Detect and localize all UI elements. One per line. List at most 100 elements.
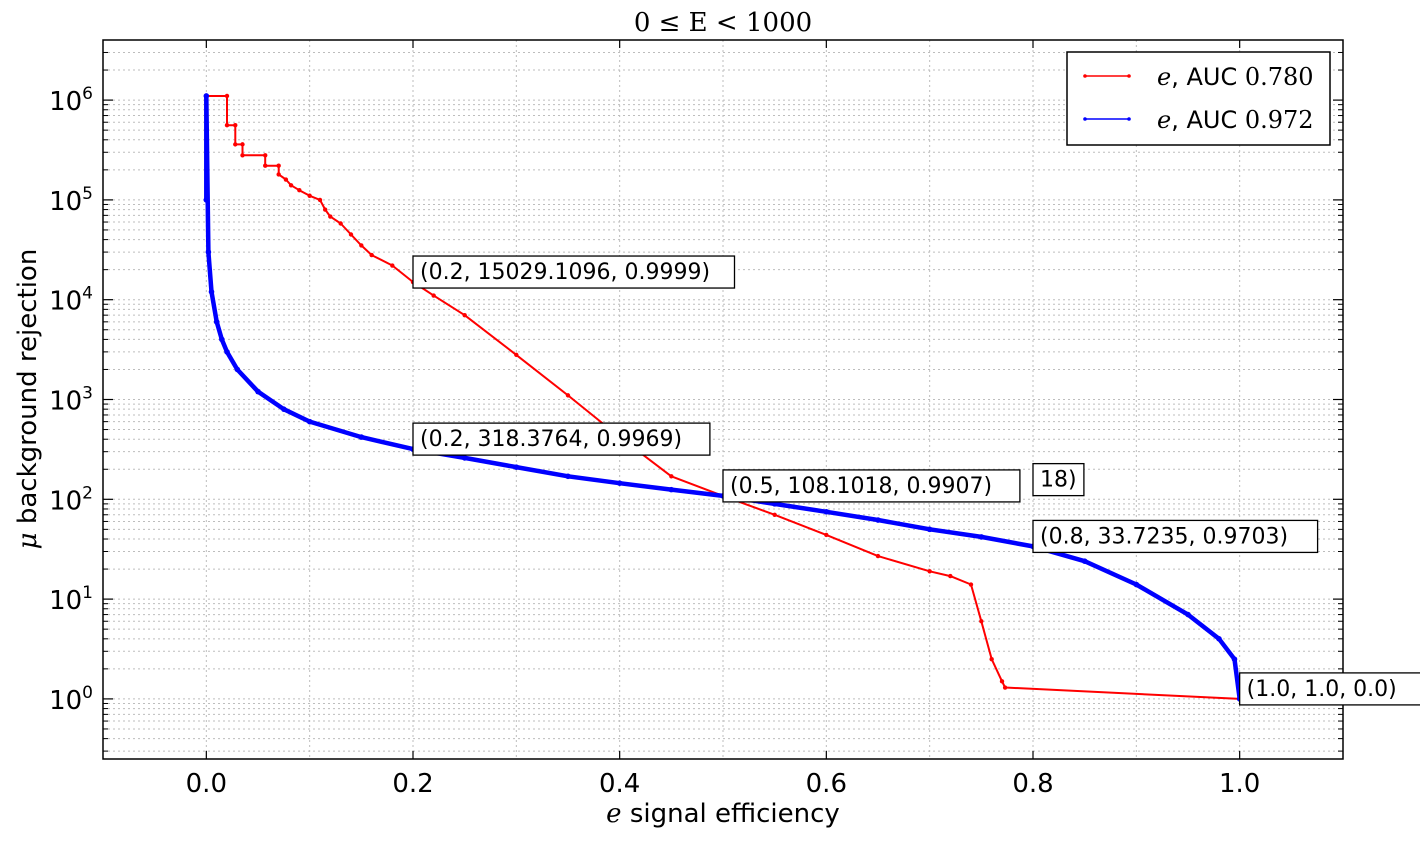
annotation-4-box	[1032, 519, 1319, 554]
y-tick-label-exp: 2	[82, 483, 93, 503]
x-axis-label-text: signal efficiency	[622, 799, 840, 829]
series-2-point	[513, 464, 520, 470]
series-2-point	[219, 336, 225, 343]
y-tick-label-exp: 4	[82, 284, 93, 304]
legend-label-series-1: e, AUC 0.780	[1157, 63, 1314, 91]
series-2-point	[1231, 656, 1238, 662]
y-tick-label-base: 10	[49, 387, 82, 417]
x-tick-label: 0.8	[1012, 769, 1053, 799]
x-tick-label: 0.2	[392, 769, 433, 799]
series-1-point	[989, 656, 994, 662]
y-axis-label-text: background rejection	[13, 249, 43, 533]
series-1-point	[297, 188, 302, 193]
y-tick-label: 101	[49, 583, 93, 616]
y-tick-label-base: 10	[49, 287, 82, 317]
series-1-point	[224, 123, 230, 128]
legend-label-series-2-text: , AUC	[1171, 106, 1245, 134]
annotation-2-text: (0.2, 318.3764, 0.9969)	[420, 427, 682, 452]
series-1-point	[824, 532, 829, 538]
y-tick-label: 104	[49, 284, 93, 317]
series-2-point	[461, 455, 468, 461]
series-2-point	[224, 349, 230, 355]
series-2-point	[203, 93, 210, 99]
series-2-point	[358, 434, 365, 440]
series-2-point	[1133, 581, 1140, 588]
series-2-point	[255, 388, 261, 395]
series-2-point	[208, 288, 215, 295]
y-tick-label-exp: 1	[82, 583, 93, 603]
annotation-1-box	[412, 255, 736, 289]
series-1-point	[927, 569, 932, 574]
series-1-point	[669, 474, 674, 479]
y-tick-label-exp: 6	[82, 84, 93, 104]
y-tick-label-exp: 3	[82, 384, 93, 404]
series-1-point	[1002, 685, 1008, 690]
series-1-point	[369, 252, 374, 258]
annotation-partial-text: 18)	[1040, 468, 1077, 493]
series-2-point	[668, 486, 675, 493]
series-1-point	[359, 243, 364, 248]
series-1-point	[348, 232, 354, 237]
annotation-3-box	[722, 469, 1021, 503]
y-tick-label-exp: 5	[82, 184, 93, 204]
legend-label-series-1-text: , AUC	[1171, 63, 1245, 91]
series-1-point	[288, 183, 294, 188]
chart-title: 0 ≤ E < 1000	[634, 8, 812, 38]
legend: e, AUC 0.780 e, AUC 0.972	[1066, 51, 1331, 146]
legend-marker-series-1-start	[1083, 74, 1087, 78]
annotation-4-text: (0.8, 33.7235, 0.9703)	[1040, 524, 1288, 549]
series-2-point	[306, 418, 313, 425]
y-axis-label: μ background rejection	[13, 249, 43, 550]
series-1-point	[462, 312, 467, 318]
legend-marker-series-1-end	[1127, 74, 1131, 78]
series-2-point	[1185, 611, 1191, 618]
series-1-point	[968, 582, 974, 587]
series-2-point	[1081, 558, 1088, 564]
x-tick-label: 0.0	[186, 769, 227, 799]
legend-label-series-1-symbol: e	[1157, 63, 1171, 91]
y-tick-label: 103	[49, 384, 93, 417]
series-1-point	[233, 123, 238, 128]
series-1-point	[390, 263, 395, 268]
x-axis-label: e signal efficiency	[606, 799, 840, 829]
y-tick-label: 106	[49, 84, 93, 117]
annotation-5-text: (1.0, 1.0, 0.0)	[1247, 677, 1397, 702]
legend-label-series-1-value: 0.780	[1245, 63, 1314, 91]
legend-label-series-2-symbol: e	[1157, 106, 1171, 134]
series-1-point	[276, 163, 281, 168]
series-1-point	[307, 193, 312, 198]
x-tick-label: 0.4	[599, 769, 640, 799]
grid-lines	[103, 40, 1343, 759]
series-2-point	[875, 517, 881, 523]
series-1-point	[514, 352, 519, 358]
series-2-point	[205, 249, 212, 255]
legend-marker-series-2-start	[1083, 117, 1087, 121]
x-tick-label: 0.6	[806, 769, 847, 799]
series-2-point	[213, 319, 220, 325]
series-2-point	[823, 508, 830, 515]
y-tick-label-base: 10	[49, 686, 82, 716]
annotation-5-box	[1239, 672, 1420, 706]
series-1-point	[565, 393, 571, 398]
series-2-point	[234, 366, 241, 373]
series-1-point	[276, 172, 281, 177]
series-1-point	[322, 207, 328, 212]
series-1-point	[979, 619, 984, 624]
series-1-point	[999, 679, 1005, 684]
series-1-point	[224, 93, 230, 99]
series-2-point	[616, 480, 623, 486]
series-1-point	[263, 153, 268, 158]
series-1-point	[431, 293, 436, 298]
y-tick-label-base: 10	[49, 87, 82, 117]
y-tick-label: 100	[49, 683, 93, 716]
series-1-point	[772, 512, 777, 517]
y-tick-label-base: 10	[49, 486, 82, 516]
series-1-point	[233, 142, 238, 147]
series-1-point	[328, 214, 333, 219]
series-2-point	[978, 534, 985, 540]
series-1-point	[948, 573, 953, 579]
y-axis-label-symbol: μ	[13, 532, 43, 549]
series-2-point	[203, 197, 210, 203]
